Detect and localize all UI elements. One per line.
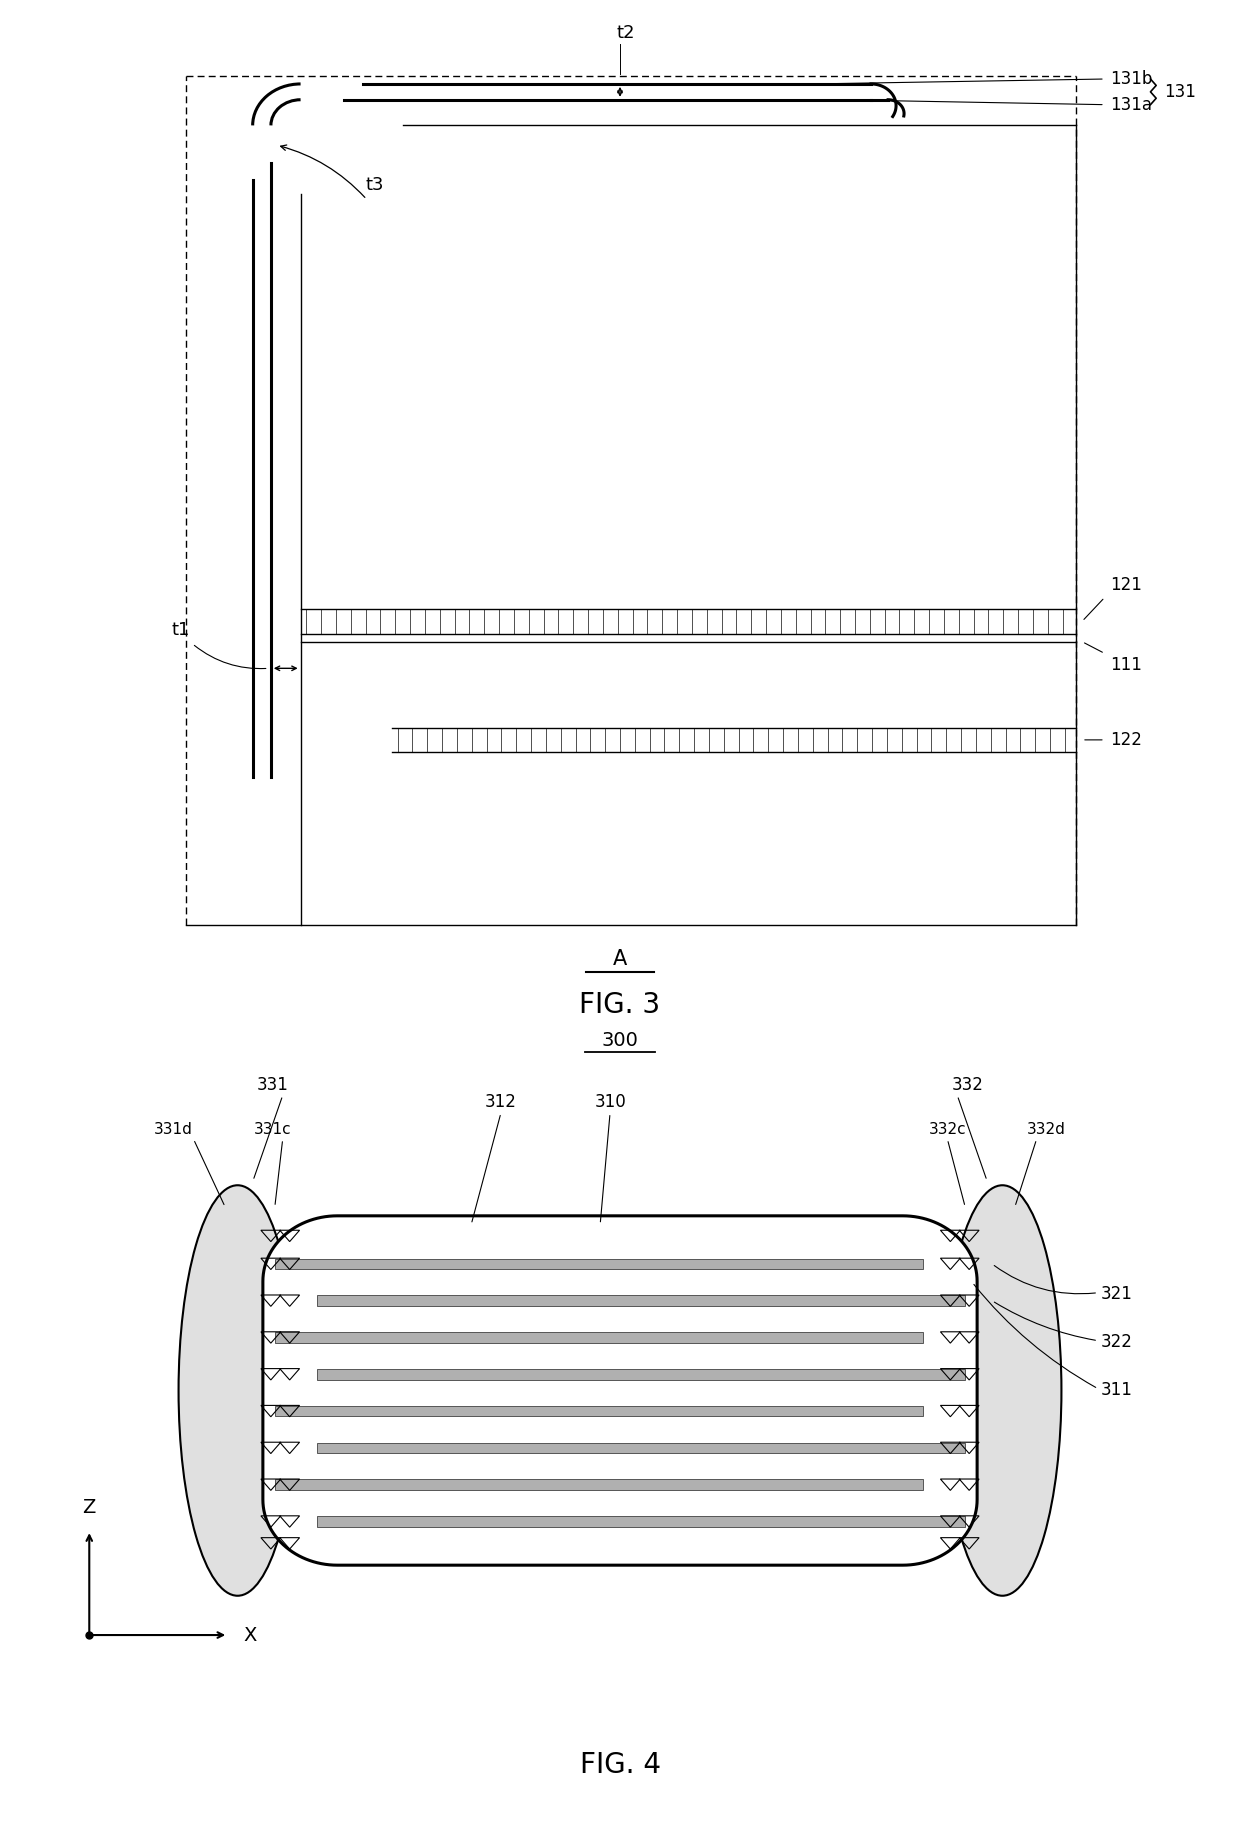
Polygon shape [263,1216,977,1565]
Text: 131: 131 [1164,82,1197,101]
Text: 300: 300 [601,1031,639,1049]
Ellipse shape [179,1185,296,1596]
Text: 332: 332 [951,1075,983,1093]
Text: FIG. 3: FIG. 3 [579,991,661,1018]
Bar [317,1515,965,1526]
Text: 131a: 131a [1111,95,1152,113]
Text: 321: 321 [1101,1285,1133,1303]
Text: 331c: 331c [254,1122,291,1137]
Text: 122: 122 [1111,731,1142,749]
Text: 131b: 131b [1111,69,1153,88]
Bar [275,1479,923,1490]
Text: 312: 312 [485,1093,517,1111]
Text: X: X [243,1625,257,1645]
Text: A: A [613,949,627,969]
Text: 332d: 332d [1027,1122,1066,1137]
Text: 111: 111 [1111,656,1142,675]
Text: 121: 121 [1111,576,1142,594]
Bar [275,1333,923,1344]
Bar [317,1296,965,1305]
Text: 332c: 332c [929,1122,966,1137]
Text: FIG. 4: FIG. 4 [579,1751,661,1779]
Bar [275,1259,923,1269]
Text: 310: 310 [594,1093,626,1111]
Bar [275,1406,923,1417]
Text: 331: 331 [257,1075,289,1093]
Text: Z: Z [83,1499,95,1517]
Ellipse shape [944,1185,1061,1596]
Text: 331d: 331d [154,1122,193,1137]
Text: 311: 311 [1101,1382,1133,1400]
Bar [317,1442,965,1453]
Bar [317,1369,965,1380]
Text: t3: t3 [366,177,384,194]
Text: t2: t2 [616,24,635,42]
Text: 322: 322 [1101,1333,1133,1351]
Text: t1: t1 [171,622,190,638]
